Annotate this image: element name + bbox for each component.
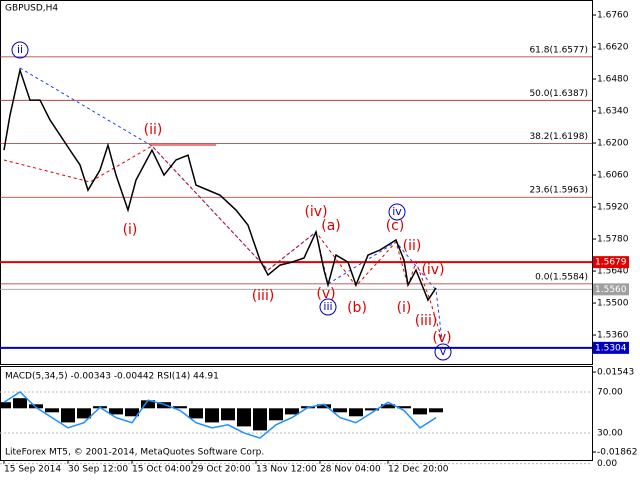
- wave-label: (v): [316, 286, 335, 302]
- y2-tick-label: 30.00: [597, 428, 623, 438]
- wave-circle: [434, 343, 452, 361]
- wave-line: [3, 145, 443, 341]
- x-tick-label: 12 Dec 20:00: [388, 465, 449, 475]
- rsi-line: [3, 391, 437, 439]
- macd-bar: [221, 408, 235, 421]
- macd-bar: [157, 402, 171, 409]
- macd-bar: [189, 408, 203, 419]
- macd-bar: [13, 398, 27, 409]
- wave-label: (v): [432, 330, 451, 346]
- wave-circle: [11, 41, 29, 59]
- macd-bar: [413, 408, 427, 415]
- macd-bar: [45, 408, 59, 413]
- macd-bar: [205, 408, 219, 423]
- macd-bar: [381, 404, 395, 409]
- price-box-label: 1.5304: [595, 343, 627, 353]
- wave-circle: [388, 203, 406, 221]
- macd-bar: [317, 404, 331, 409]
- macd-bar: [0, 402, 11, 409]
- macd-bar: [173, 406, 187, 409]
- fib-label: 38.2(1.6198): [529, 132, 588, 142]
- macd-bar: [141, 400, 155, 409]
- wave-label: (iii): [252, 288, 275, 304]
- wave-label: v: [440, 345, 447, 358]
- y-tick-label: 1.6060: [597, 171, 629, 181]
- fib-label: 0.0(1.5584): [535, 272, 588, 282]
- wave-label: iii: [323, 300, 332, 313]
- macd-bar: [253, 408, 267, 431]
- wave-label: iv: [392, 205, 402, 218]
- price-box-label: 1.5679: [595, 258, 627, 268]
- x-tick-label: 15 Sep 2014: [4, 465, 61, 475]
- macd-bar: [237, 408, 251, 427]
- macd-bar: [397, 406, 411, 409]
- y-tick-label: 1.6480: [597, 75, 629, 85]
- macd-bar: [365, 408, 379, 411]
- price-box: [593, 341, 629, 354]
- y-tick-label: 1.6760: [597, 11, 629, 21]
- price-box-label: 1.5560: [595, 285, 627, 295]
- fib-label: 50.0(1.6387): [529, 89, 588, 99]
- wave-label: (i): [397, 300, 412, 316]
- y2-tick-label: 0.00: [597, 459, 617, 469]
- wave-label: (ii): [144, 122, 163, 138]
- wave-label: (iv): [421, 262, 444, 278]
- macd-bar: [333, 408, 347, 413]
- y-tick-label: 1.5360: [597, 331, 629, 341]
- wave-label: (ii): [403, 238, 422, 254]
- macd-bar: [349, 408, 363, 417]
- fib-label: 61.8(1.6577): [529, 45, 588, 55]
- price-box: [593, 256, 629, 269]
- wave-label: (iv): [304, 204, 327, 220]
- y-tick-label: 1.5500: [597, 299, 629, 309]
- wave-line: [19, 67, 443, 341]
- sub-frame: [0, 366, 593, 461]
- y-tick-label: 1.6200: [597, 139, 629, 149]
- macd-bar: [29, 404, 43, 409]
- x-tick-label: 13 Nov 12:00: [256, 465, 317, 475]
- macd-bar: [77, 408, 91, 419]
- x-tick-label: 28 Nov 04:00: [320, 465, 381, 475]
- footer: LiteForex MT5, © 2001-2014, MetaQuotes S…: [5, 448, 264, 458]
- fib-label: 23.6(1.5963): [529, 186, 588, 196]
- price-box: [593, 283, 629, 296]
- macd-bar: [109, 408, 123, 415]
- macd-bar: [125, 408, 139, 417]
- wave-label: ii: [17, 43, 23, 56]
- y-tick-label: 1.6340: [597, 107, 629, 117]
- macd-bar: [61, 408, 75, 423]
- macd-bar: [429, 408, 443, 413]
- macd-bar: [285, 408, 299, 415]
- main-frame: [0, 0, 593, 365]
- macd-bar: [269, 408, 283, 421]
- wave-circle: [319, 298, 337, 316]
- wave-label: (c): [386, 218, 405, 234]
- wave-label: (i): [123, 222, 138, 238]
- y2-tick-label: 70.00: [597, 388, 623, 398]
- x-tick-label: 30 Sep 12:00: [68, 465, 128, 475]
- y-tick-label: 1.5640: [597, 267, 629, 277]
- chart-title: GBPUSD,H4: [5, 4, 58, 14]
- x-tick-label: 29 Oct 20:00: [192, 465, 251, 475]
- y-tick-label: 0.01543: [597, 368, 634, 378]
- x-tick-label: 15 Oct 04:00: [132, 465, 191, 475]
- y-tick-label: 1.5780: [597, 235, 629, 245]
- y-tick-label: 1.5920: [597, 203, 629, 213]
- y-tick-label: -0.01862: [597, 448, 637, 458]
- indicator-title: MACD(5,34,5) -0.00343 -0.00442 RSI(14) 4…: [5, 372, 219, 382]
- wave-label: (b): [347, 300, 367, 316]
- wave-label: (a): [321, 218, 341, 234]
- wave-label: (iii): [415, 313, 438, 329]
- price-line: [3, 67, 437, 302]
- y-tick-label: 1.6620: [597, 43, 629, 53]
